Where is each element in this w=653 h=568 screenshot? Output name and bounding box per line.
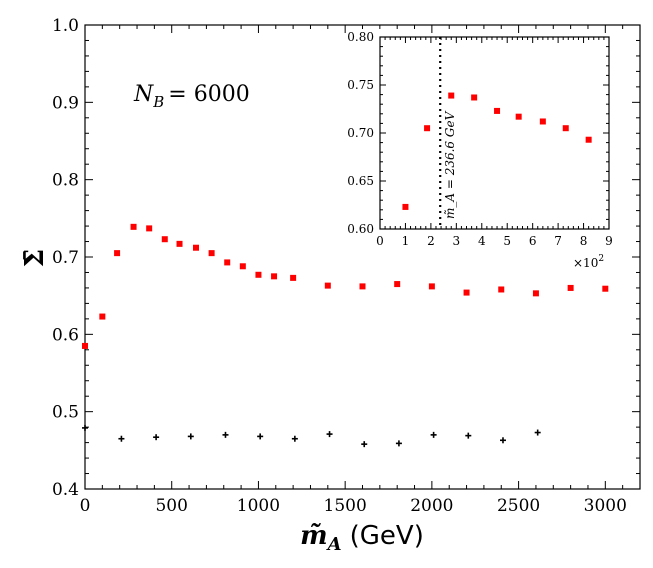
main-red-square-point bbox=[193, 244, 199, 251]
inset-plot: 0 1 2 3 4 5 6 7 8 9 0.60 0.65 0.70 0.75 0.80 m̃_A = 2… bbox=[347, 30, 613, 270]
main-red-square-point bbox=[255, 271, 262, 278]
inset-red-square-point bbox=[585, 136, 592, 143]
annotation-lhs: N bbox=[133, 82, 154, 107]
inset-threshold-label: m̃_A = 236.6 GeV bbox=[443, 110, 457, 219]
main-black-plus-point bbox=[430, 431, 437, 438]
main-red-square-point bbox=[567, 284, 574, 291]
main-red-square-point bbox=[176, 240, 183, 247]
inset-red-square-point bbox=[471, 94, 478, 101]
main-red-square-point bbox=[208, 250, 215, 257]
main-y-tick-label: 0.8 bbox=[52, 171, 79, 191]
main-black-plus-point bbox=[326, 431, 333, 438]
main-black-plus-point bbox=[222, 431, 229, 438]
x-label-symbol: m̃ bbox=[300, 521, 328, 551]
inset-red-square-point bbox=[494, 107, 501, 114]
annotation-subscript: B bbox=[152, 93, 164, 111]
main-y-tick-label: 0.9 bbox=[52, 93, 79, 113]
inset-red-square-point bbox=[515, 113, 522, 120]
main-x-tick-label: 1500 bbox=[324, 496, 367, 516]
main-data-points bbox=[82, 223, 609, 448]
main-red-square-point bbox=[99, 313, 106, 320]
inset-plot-frame bbox=[379, 36, 610, 230]
inset-y-ticks: 0.60 0.65 0.70 0.75 0.80 bbox=[347, 30, 609, 236]
main-red-square-point bbox=[532, 290, 539, 297]
inset-red-square-point bbox=[424, 125, 431, 132]
inset-x-tick-label: 6 bbox=[529, 234, 537, 248]
x-label-unit: (GeV) bbox=[350, 521, 424, 551]
main-black-plus-point bbox=[82, 424, 88, 431]
main-red-square-point bbox=[114, 250, 121, 257]
inset-y-tick-label: 0.65 bbox=[347, 174, 374, 188]
inset-scale-exponent: 2 bbox=[598, 254, 604, 264]
main-y-tick-label: 0.6 bbox=[52, 325, 79, 345]
main-red-square-point bbox=[82, 342, 88, 349]
annotation-n-b: NB = 6000 bbox=[133, 82, 250, 111]
inset-scale-base: ×10 bbox=[573, 256, 598, 270]
main-y-ticks: 0.4 0.5 0.6 0.7 0.8 0.9 1.0 bbox=[52, 16, 640, 500]
inset-x-scale-factor: ×102 bbox=[573, 254, 604, 270]
inset-red-square-point bbox=[539, 118, 546, 125]
inset-data-points bbox=[402, 92, 592, 210]
main-x-tick-label: 2000 bbox=[410, 496, 453, 516]
main-x-ticks: 0 500 1000 1500 2000 2500 3000 bbox=[80, 25, 627, 516]
inset-x-tick-label: 1 bbox=[402, 234, 410, 248]
main-red-square-point bbox=[324, 282, 331, 289]
main-red-square-point bbox=[394, 281, 401, 288]
inset-red-square-point bbox=[402, 203, 409, 210]
main-black-plus-point bbox=[257, 433, 264, 440]
main-red-square-point bbox=[498, 286, 505, 293]
main-y-tick-label: 0.7 bbox=[52, 248, 79, 268]
main-black-plus-point bbox=[465, 432, 472, 439]
inset-x-tick-label: 5 bbox=[503, 234, 511, 248]
inset-x-tick-label: 0 bbox=[376, 234, 384, 248]
main-red-square-point bbox=[146, 225, 153, 232]
main-red-square-point bbox=[602, 285, 609, 292]
main-red-square-point bbox=[359, 283, 366, 290]
main-y-tick-label: 0.4 bbox=[52, 480, 79, 500]
inset-x-tick-label: 8 bbox=[580, 234, 588, 248]
main-x-tick-label: 500 bbox=[155, 496, 187, 516]
inset-y-tick-label: 0.80 bbox=[347, 30, 374, 44]
inset-x-tick-label: 2 bbox=[427, 234, 435, 248]
main-red-square-point bbox=[224, 259, 231, 266]
main-red-square-point bbox=[428, 283, 435, 290]
main-red-square-point bbox=[290, 274, 297, 281]
main-black-plus-point bbox=[361, 441, 368, 448]
main-black-plus-point bbox=[118, 435, 125, 442]
main-x-tick-label: 2500 bbox=[497, 496, 540, 516]
main-black-plus-point bbox=[291, 435, 298, 442]
main-x-tick-label: 3000 bbox=[584, 496, 627, 516]
main-y-tick-label: 1.0 bbox=[52, 16, 79, 36]
inset-x-tick-label: 9 bbox=[605, 234, 613, 248]
main-y-axis-label: Σ̄ bbox=[20, 249, 50, 267]
x-label-subscript: A bbox=[326, 534, 342, 555]
inset-y-tick-label: 0.75 bbox=[347, 78, 374, 92]
inset-x-tick-label: 7 bbox=[554, 234, 562, 248]
main-black-plus-point bbox=[395, 440, 402, 447]
main-y-tick-label: 0.5 bbox=[52, 403, 79, 423]
main-x-axis-label: m̃A (GeV) bbox=[300, 521, 424, 555]
annotation-rhs: = 6000 bbox=[168, 82, 249, 107]
main-red-square-point bbox=[130, 223, 137, 230]
main-x-tick-label: 0 bbox=[80, 496, 91, 516]
inset-y-tick-label: 0.60 bbox=[347, 222, 374, 236]
inset-red-square-point bbox=[562, 125, 569, 132]
main-black-plus-point bbox=[187, 433, 194, 440]
inset-background bbox=[380, 37, 609, 229]
inset-red-square-point bbox=[448, 92, 455, 99]
inset-x-tick-label: 3 bbox=[453, 234, 461, 248]
main-x-tick-label: 1000 bbox=[237, 496, 280, 516]
main-red-square-point bbox=[239, 263, 246, 270]
inset-y-tick-label: 0.70 bbox=[347, 126, 374, 140]
main-black-plus-point bbox=[153, 434, 160, 441]
main-red-square-point bbox=[463, 289, 470, 296]
main-red-square-point bbox=[271, 273, 278, 280]
inset-x-tick-label: 4 bbox=[478, 234, 486, 248]
main-black-plus-point bbox=[534, 429, 541, 436]
main-black-plus-point bbox=[499, 437, 506, 444]
main-plot: 0 500 1000 1500 2000 2500 3000 0.4 0.5 0.6 0.7 0.8… bbox=[20, 16, 641, 555]
main-red-square-point bbox=[161, 236, 168, 243]
